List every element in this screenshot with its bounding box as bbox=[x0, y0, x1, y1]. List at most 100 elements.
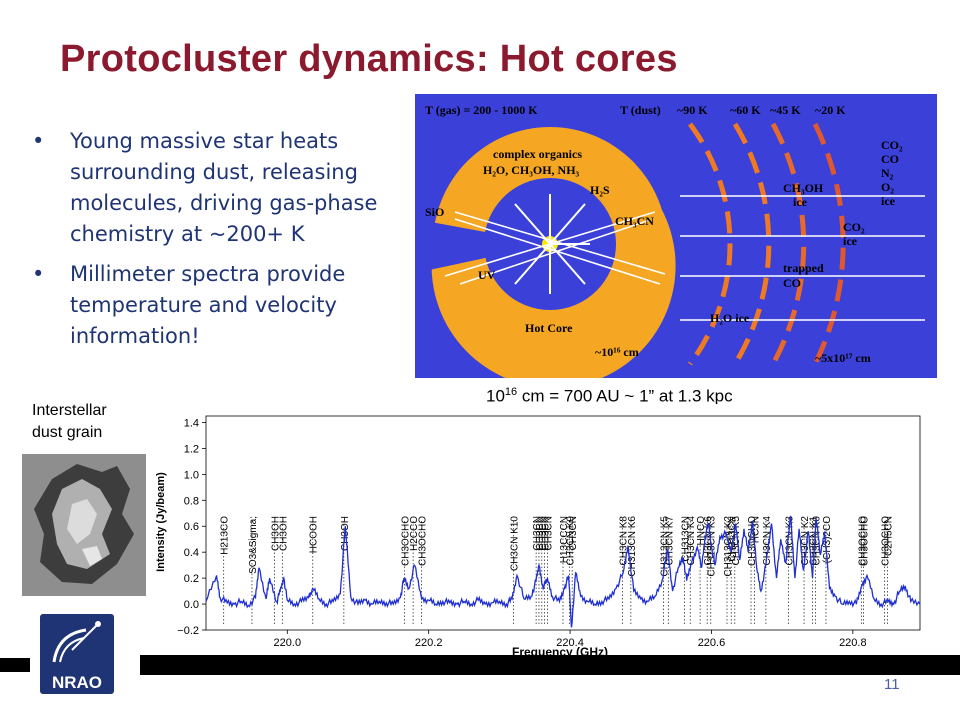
logo-text: NRAO bbox=[52, 673, 102, 692]
temp-90k: ~90 K bbox=[677, 103, 708, 117]
footer-bar bbox=[140, 655, 960, 675]
uv-label: UV bbox=[478, 268, 496, 282]
scale-base: 10 bbox=[486, 386, 505, 406]
trapped-label: trapped bbox=[783, 261, 824, 275]
footer-bar-left bbox=[0, 658, 30, 672]
inner-molecules-label: H₂O, CH₃OH, NH₃ bbox=[483, 163, 580, 177]
line-label: H2CCO bbox=[409, 516, 420, 551]
x-tick-label: 220.0 bbox=[274, 637, 302, 649]
sio-label: SiO bbox=[425, 205, 444, 219]
line-label: CH3CN K8 bbox=[618, 516, 629, 566]
y-axis-label: Intensity (Jy/beam) bbox=[155, 472, 167, 572]
x-tick-label: 220.6 bbox=[698, 637, 726, 649]
line-label: HC3N bbox=[751, 516, 762, 543]
slide-title: Protocluster dynamics: Hot cores bbox=[60, 38, 678, 80]
radius-inner-label: ~10¹⁶ cm bbox=[595, 345, 639, 359]
line-label: SO3&Sigma; bbox=[248, 516, 259, 574]
line-label: CH3CN K0 bbox=[811, 516, 822, 566]
ch3oh-ice-suffix: ice bbox=[793, 195, 808, 209]
line-label: CH3CN K10 bbox=[510, 516, 521, 571]
line-label: CH3CN bbox=[568, 516, 579, 550]
outward-arrows bbox=[680, 195, 925, 321]
bullet-item: • Millimeter spectra provide temperature … bbox=[32, 259, 407, 352]
line-label: CH3OH bbox=[278, 516, 289, 551]
scale-exponent: 16 bbox=[504, 386, 518, 398]
hot-core-diagram: T (gas) = 200 - 1000 K T (dust) ~90 K ~6… bbox=[415, 94, 937, 378]
y-tick-label: 0.4 bbox=[184, 547, 199, 559]
outer-co2-label: CO₂ bbox=[881, 138, 903, 152]
bullet-text: Young massive star heats surrounding dus… bbox=[70, 129, 378, 246]
y-tick-label: 1.0 bbox=[184, 469, 199, 481]
outer-co-label: CO bbox=[881, 152, 899, 166]
bullet-list: • Young massive star heats surrounding du… bbox=[32, 126, 407, 361]
line-label: CH3CN K1 bbox=[809, 516, 820, 566]
y-tick-label: 0.8 bbox=[184, 495, 199, 507]
line-label: CH3CN K3 bbox=[785, 516, 796, 566]
line-label: C2H5CN bbox=[883, 516, 894, 556]
page-number: 11 bbox=[884, 676, 900, 693]
x-tick-label: 220.2 bbox=[415, 637, 443, 649]
line-label: CH3CN K7 bbox=[664, 516, 675, 566]
dust-grain-label: Interstellar dust grain bbox=[32, 402, 107, 441]
dust-grain-image bbox=[22, 454, 146, 596]
co2-ice-suffix: ice bbox=[843, 234, 858, 248]
spectrum-series-line bbox=[205, 515, 921, 628]
temperature-shells bbox=[687, 122, 846, 366]
line-label: CH3CN K2 bbox=[800, 516, 811, 566]
line-label: H13CCCN bbox=[559, 516, 570, 563]
scale-rest: cm = 700 AU ~ 1” at 1.3 kpc bbox=[517, 386, 733, 406]
trapped-co-label: CO bbox=[783, 276, 801, 290]
y-tick-label: 0.0 bbox=[184, 599, 199, 611]
t-gas-label: T (gas) = 200 - 1000 K bbox=[425, 103, 538, 117]
line-label: CH313CN bbox=[681, 516, 692, 562]
temp-20k: ~20 K bbox=[815, 103, 846, 117]
line-label: CH313CN K6 bbox=[627, 516, 638, 577]
line-label: CH313CN K3 bbox=[707, 516, 718, 577]
line-label: CH313CN K2 bbox=[723, 516, 734, 577]
y-tick-label: 0.6 bbox=[184, 521, 199, 533]
co2-ice-label: CO₂ bbox=[843, 220, 865, 234]
line-label: HNCO bbox=[696, 516, 707, 546]
line-label: CH3CN bbox=[532, 516, 543, 550]
line-label: CH3CN K4 bbox=[686, 516, 697, 566]
chart-background bbox=[148, 404, 938, 662]
radial-arrows bbox=[514, 194, 590, 294]
hot-core-label: Hot Core bbox=[525, 321, 573, 335]
line-label: CH3CN K5 bbox=[731, 516, 742, 566]
line-label: CH3CN K9 bbox=[565, 516, 576, 566]
line-label: CH3CN bbox=[541, 516, 552, 550]
bullet-dot: • bbox=[32, 129, 45, 153]
line-label: (CH3)2CO bbox=[822, 516, 833, 563]
outer-o2-label: O₂ bbox=[881, 180, 894, 194]
outer-ice-label: ice bbox=[881, 194, 896, 208]
bullet-dot: • bbox=[32, 262, 45, 286]
line-label: CH3OCHO bbox=[857, 516, 868, 566]
nrao-logo: NRAO bbox=[40, 614, 114, 694]
ch3cn-label: CH₃CN bbox=[615, 214, 654, 228]
line-label: CH3CN bbox=[535, 516, 546, 550]
line-label: CH3OCHO bbox=[418, 516, 429, 566]
line-label: CH3OCHO bbox=[881, 516, 892, 566]
outflow-gap bbox=[420, 220, 550, 272]
plot-frame bbox=[205, 415, 921, 631]
bullet-item: • Young massive star heats surrounding du… bbox=[32, 126, 407, 250]
h2o-ice-label: H₂O ice bbox=[710, 311, 750, 325]
scale-caption: 1016 cm = 700 AU ~ 1” at 1.3 kpc bbox=[486, 386, 733, 407]
line-label: CH3OCHO bbox=[401, 516, 412, 566]
y-tick-label: 1.2 bbox=[184, 443, 199, 455]
radius-outer-label: ~5x10¹⁷ cm bbox=[815, 351, 871, 365]
complex-organics-label: complex organics bbox=[493, 147, 582, 161]
temp-45k: ~45 K bbox=[770, 103, 801, 117]
y-tick-label: −0.2 bbox=[177, 625, 199, 637]
ch3oh-ice-label: CH₃OH bbox=[783, 181, 824, 195]
bullet-text: Millimeter spectra provide temperature a… bbox=[70, 262, 346, 348]
line-label: H213CO bbox=[220, 516, 231, 555]
line-label: CH3CN K4 bbox=[762, 516, 773, 566]
line-label: CH3CN K6 bbox=[703, 516, 714, 566]
h2s-label: H₂S bbox=[590, 183, 610, 197]
y-tick-label: 1.4 bbox=[184, 417, 199, 429]
x-tick-label: 220.4 bbox=[556, 637, 584, 649]
temp-60k: ~60 K bbox=[730, 103, 761, 117]
line-label: HCOOH bbox=[309, 516, 320, 553]
